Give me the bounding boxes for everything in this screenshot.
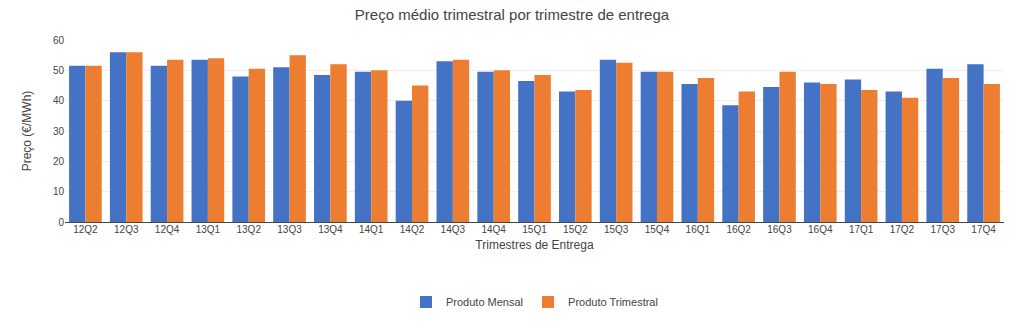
svg-text:12Q3: 12Q3 xyxy=(114,224,139,235)
svg-text:15Q4: 15Q4 xyxy=(645,224,670,235)
svg-text:Preço (€/MWh): Preço (€/MWh) xyxy=(20,91,34,172)
svg-text:13Q4: 13Q4 xyxy=(318,224,343,235)
svg-text:16Q2: 16Q2 xyxy=(726,224,751,235)
svg-text:17Q2: 17Q2 xyxy=(890,224,915,235)
svg-text:17Q1: 17Q1 xyxy=(849,224,874,235)
svg-text:16Q3: 16Q3 xyxy=(767,224,792,235)
svg-text:Trimestres de Entrega: Trimestres de Entrega xyxy=(475,238,594,252)
svg-text:13Q1: 13Q1 xyxy=(196,224,221,235)
svg-text:0: 0 xyxy=(58,217,64,228)
svg-text:Preço médio trimestral por tri: Preço médio trimestral por trimestre de … xyxy=(355,6,670,23)
svg-text:30: 30 xyxy=(53,126,65,137)
svg-text:17Q3: 17Q3 xyxy=(931,224,956,235)
svg-text:15Q2: 15Q2 xyxy=(563,224,588,235)
svg-text:16Q4: 16Q4 xyxy=(808,224,833,235)
svg-text:13Q2: 13Q2 xyxy=(236,224,261,235)
svg-text:14Q2: 14Q2 xyxy=(400,224,425,235)
svg-text:14Q4: 14Q4 xyxy=(481,224,506,235)
svg-text:10: 10 xyxy=(53,186,65,197)
svg-text:14Q3: 14Q3 xyxy=(441,224,466,235)
svg-text:12Q2: 12Q2 xyxy=(73,224,98,235)
svg-text:16Q1: 16Q1 xyxy=(686,224,711,235)
svg-text:15Q1: 15Q1 xyxy=(522,224,547,235)
svg-text:14Q1: 14Q1 xyxy=(359,224,384,235)
svg-text:13Q3: 13Q3 xyxy=(277,224,302,235)
svg-text:15Q3: 15Q3 xyxy=(604,224,629,235)
svg-text:20: 20 xyxy=(53,156,65,167)
svg-text:Produto Trimestral: Produto Trimestral xyxy=(568,296,658,308)
svg-text:40: 40 xyxy=(53,95,65,106)
svg-text:60: 60 xyxy=(53,35,65,46)
svg-text:Produto Mensal: Produto Mensal xyxy=(446,296,523,308)
svg-text:17Q4: 17Q4 xyxy=(971,224,996,235)
svg-text:12Q4: 12Q4 xyxy=(155,224,180,235)
svg-text:50: 50 xyxy=(53,65,65,76)
